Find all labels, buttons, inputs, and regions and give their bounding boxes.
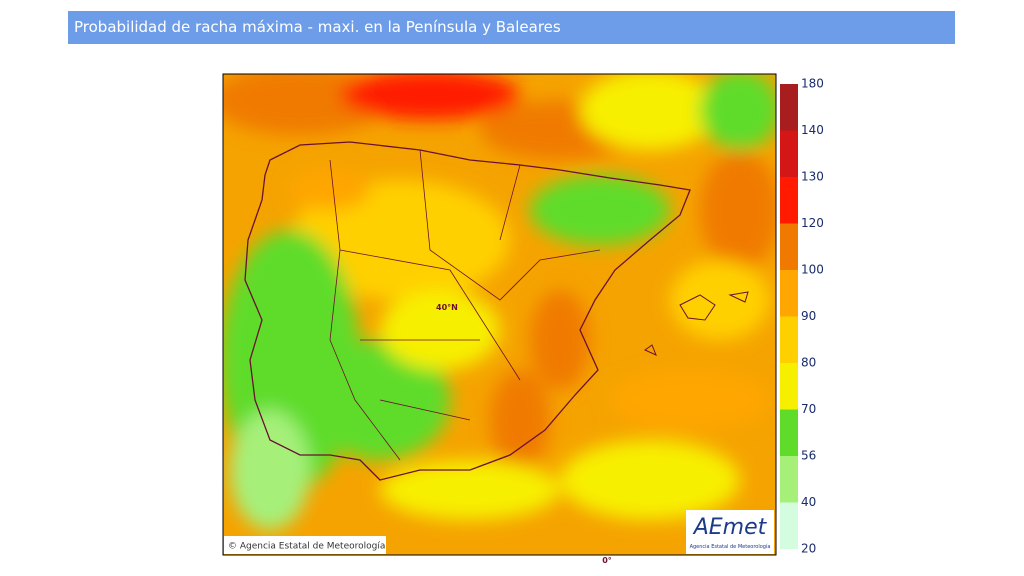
map-frame bbox=[222, 73, 777, 556]
legend-tick-label: 56 bbox=[801, 449, 816, 463]
copyright-box bbox=[224, 536, 386, 554]
color-band bbox=[780, 270, 798, 317]
logo-subtitle: Agencia Estatal de Meteorología bbox=[690, 543, 771, 550]
lon-label: 0° bbox=[602, 556, 612, 565]
legend-tick-label: 70 bbox=[801, 402, 816, 416]
legend-tick-label: 40 bbox=[801, 495, 816, 509]
color-band bbox=[780, 130, 798, 177]
legend-tick-label: 120 bbox=[801, 216, 824, 230]
legend-tick-label: 180 bbox=[801, 77, 824, 91]
copyright: © Agencia Estatal de Meteorología bbox=[228, 542, 385, 552]
color-band bbox=[780, 363, 798, 410]
color-band bbox=[780, 223, 798, 270]
logo-text: AEmet bbox=[692, 515, 768, 540]
field: 40°N © Agencia Estatal de Meteorología A… bbox=[223, 74, 776, 555]
logo-box bbox=[686, 510, 774, 554]
legend-tick-label: 130 bbox=[801, 170, 824, 184]
legend-tick-label: 100 bbox=[801, 263, 824, 277]
color-band bbox=[780, 456, 798, 503]
header-bar: Probabilidad de racha máxima - maxi. en … bbox=[68, 11, 955, 44]
lat-label: 40°N bbox=[436, 303, 458, 312]
color-band bbox=[780, 316, 798, 363]
legend-tick-label: 90 bbox=[801, 309, 816, 323]
legend: 180 140 130 120 100 90 80 70 56 40 20 bbox=[780, 77, 824, 556]
legend-tick-label: 80 bbox=[801, 356, 816, 370]
color-band bbox=[780, 409, 798, 456]
legend-tick-label: 140 bbox=[801, 123, 824, 137]
color-band bbox=[780, 84, 798, 131]
color-band bbox=[780, 502, 798, 549]
color-band bbox=[780, 177, 798, 224]
legend-tick-label: 20 bbox=[801, 542, 816, 556]
header-title: Probabilidad de racha máxima - maxi. en … bbox=[74, 18, 561, 36]
